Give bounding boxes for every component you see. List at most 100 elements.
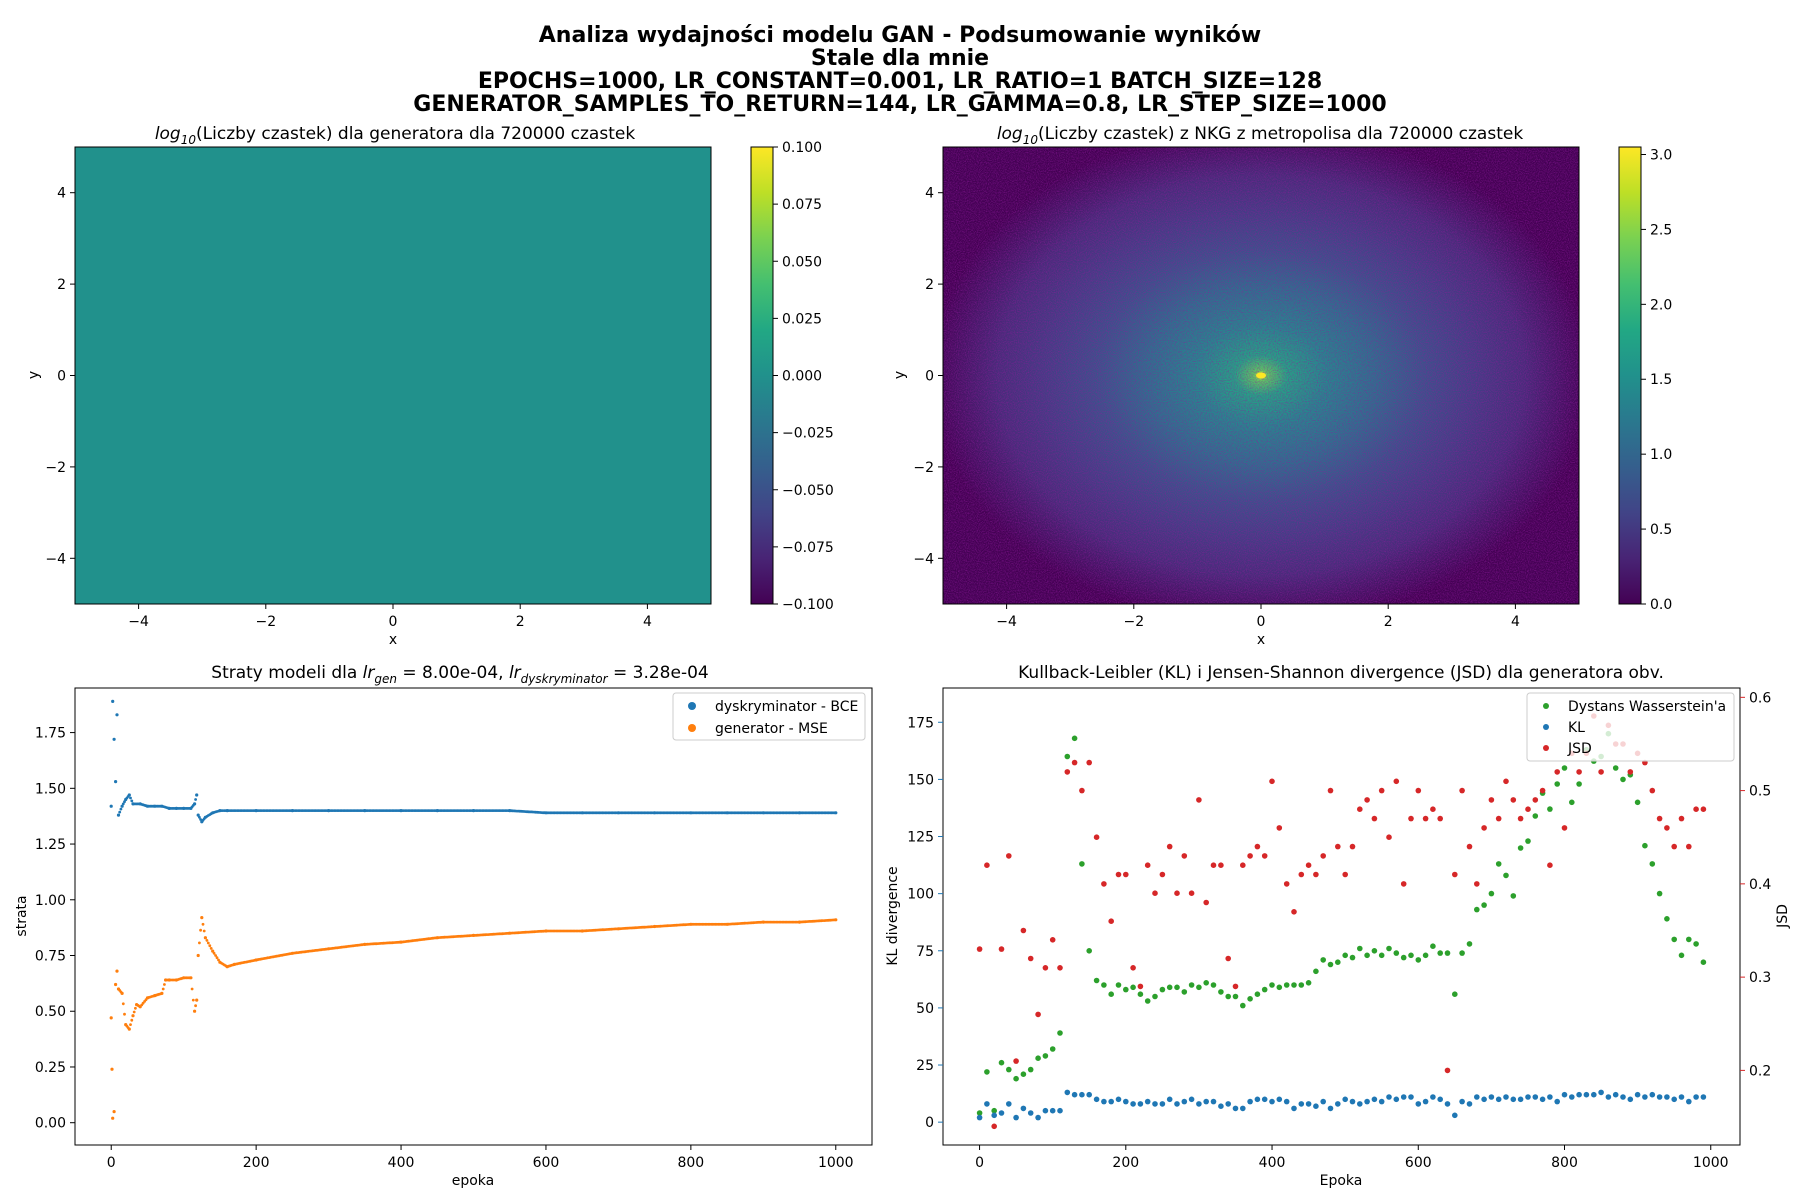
kl-point [1261, 1096, 1268, 1103]
discriminator-loss-point [209, 812, 213, 816]
x-tick-label: −4 [996, 614, 1017, 630]
kl-point [1196, 1101, 1202, 1107]
jsd-point [1357, 806, 1363, 812]
kl-point [976, 1114, 983, 1121]
jsd-point [1378, 787, 1385, 794]
kl-point [1510, 1096, 1517, 1103]
discriminator-loss-point [724, 811, 727, 815]
colorbar-tick-label: 0.100 [782, 140, 822, 156]
wasserstein-point [1693, 941, 1699, 947]
kl-point [1503, 1094, 1509, 1100]
wasserstein-point [991, 1107, 997, 1114]
generator-loss-point [796, 920, 800, 924]
legend-marker-generator [688, 724, 696, 732]
wasserstein-point [1335, 959, 1341, 965]
kl-point [1137, 1101, 1144, 1107]
kl-point [1400, 1094, 1407, 1100]
wasserstein-point [1576, 781, 1582, 787]
jsd-point [1393, 778, 1400, 785]
kl-point [1554, 1098, 1560, 1105]
title-sub: 10 [1023, 133, 1039, 147]
wasserstein-point [1313, 968, 1319, 975]
generator-loss-point [217, 958, 220, 962]
wasserstein-point [1430, 943, 1436, 949]
jsd-point [1210, 862, 1217, 868]
generator-heatmap-panel: log10(Liczby czastek) dla generatora dla… [26, 124, 834, 648]
jsd-point [1466, 843, 1473, 850]
discriminator-loss-point [118, 810, 122, 814]
jsd-point [1254, 843, 1261, 850]
wasserstein-point [1349, 954, 1356, 961]
generator-loss-point [188, 976, 191, 980]
wasserstein-point [1049, 1046, 1056, 1052]
wasserstein-point [1671, 936, 1677, 943]
kl-point [1006, 1101, 1012, 1107]
x-tick-label: −2 [255, 614, 276, 630]
jsd-point [1700, 806, 1707, 812]
kl-point [1276, 1096, 1283, 1103]
discriminator-loss-point [651, 811, 655, 815]
kl-point [1291, 1105, 1297, 1112]
jsd-point [1364, 797, 1370, 803]
colorbar-ticks: −0.100 −0.075 −0.050 −0.025 0.000 0.025 0.050 0… [773, 140, 834, 613]
y-axis-label: y [26, 371, 42, 379]
y-tick-label: 50 [916, 1001, 934, 1017]
wasserstein-point [1517, 845, 1524, 851]
kl-point [1283, 1098, 1290, 1105]
discriminator-loss-point [180, 807, 184, 810]
wasserstein-point [1561, 765, 1568, 771]
discriminator-loss-point [196, 813, 200, 817]
jsd-point [1174, 890, 1180, 896]
generator-loss-point [198, 941, 201, 945]
kl-point [1247, 1098, 1253, 1105]
generator-loss-point [115, 969, 119, 973]
figure-title-line-2: Stale dla mnie [811, 46, 989, 71]
kl-point [998, 1110, 1005, 1116]
wasserstein-point [984, 1069, 990, 1075]
metropolis-heatmap-title: log10(Liczby czastek) z NKG z metropolis… [997, 124, 1524, 147]
wasserstein-point [1108, 991, 1114, 997]
wasserstein-point [1035, 1055, 1041, 1061]
jsd-point [1532, 797, 1539, 803]
colorbar-tick-label: 0.050 [782, 254, 822, 270]
y-right-tick-label: 0.3 [1749, 970, 1771, 986]
generator-loss-point [362, 943, 365, 946]
discriminator-loss-point [111, 699, 115, 704]
wasserstein-point [1225, 993, 1231, 1000]
jsd-point [1517, 815, 1524, 822]
jsd-point [1386, 834, 1392, 840]
jsd-point [998, 946, 1005, 952]
kl-point [1152, 1101, 1158, 1107]
wasserstein-point [1071, 735, 1078, 742]
kl-point [1583, 1091, 1590, 1098]
title-mid: = 8.00e-04, [397, 663, 509, 683]
wasserstein-point [1174, 984, 1180, 991]
generator-loss-point [543, 929, 546, 933]
jsd-point [1656, 815, 1663, 822]
wasserstein-point [1525, 838, 1531, 844]
generator-loss-point [651, 925, 655, 928]
generator-loss-point [203, 936, 207, 940]
y-tick-label: 0.75 [35, 949, 66, 965]
legend-box [672, 692, 866, 741]
discriminator-loss-point [123, 800, 126, 804]
generator-loss-point [126, 1026, 130, 1029]
jsd-point [1188, 890, 1195, 896]
wasserstein-point [1686, 936, 1692, 943]
kl-point [1101, 1098, 1107, 1105]
jsd-point [1525, 806, 1531, 812]
discriminator-loss-point [224, 809, 228, 812]
jsd-point [1422, 815, 1429, 822]
wasserstein-point [1466, 941, 1473, 947]
y-tick-label: 2 [925, 277, 934, 293]
legend-label-generator: generator - MSE [715, 721, 828, 737]
discriminator-loss-point [362, 809, 365, 812]
jsd-point [1108, 918, 1114, 924]
kl-point [1525, 1094, 1531, 1100]
discriminator-loss-point [325, 809, 329, 812]
kl-point [1254, 1096, 1261, 1103]
wasserstein-point [1203, 980, 1209, 986]
colorbar-tick-label: 0.025 [782, 311, 822, 327]
jsd-point [1196, 797, 1202, 803]
generator-loss-point [129, 1023, 132, 1026]
